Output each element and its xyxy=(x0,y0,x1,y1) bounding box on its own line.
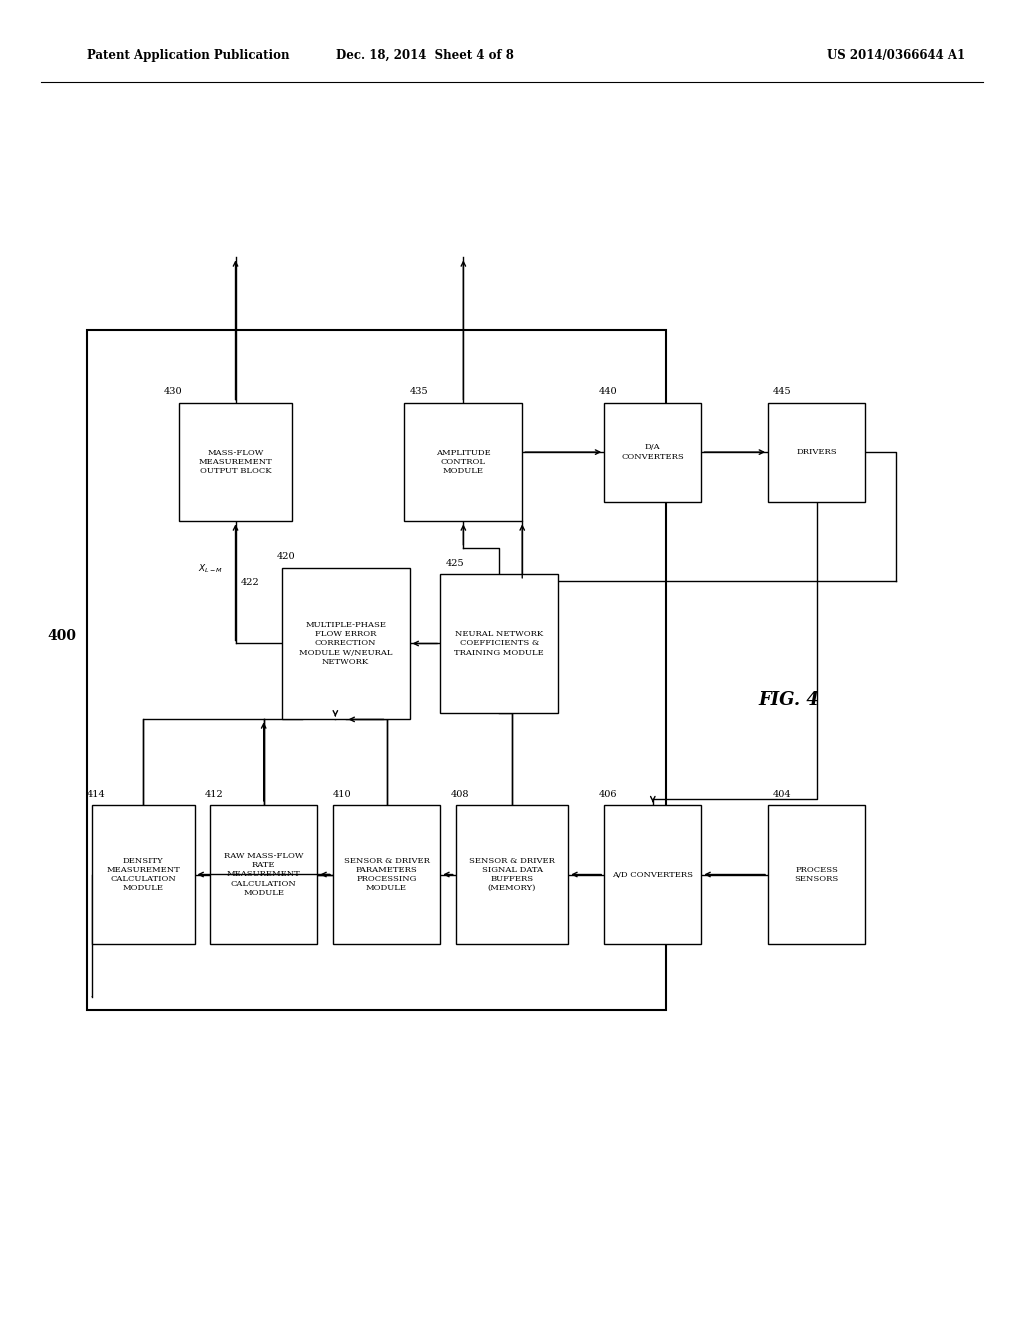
Text: MULTIPLE-PHASE
FLOW ERROR
CORRECTION
MODULE W/NEURAL
NETWORK: MULTIPLE-PHASE FLOW ERROR CORRECTION MOD… xyxy=(299,622,392,665)
Bar xyxy=(768,403,865,502)
Bar xyxy=(92,805,195,944)
Text: $X_{L-M}$: $X_{L-M}$ xyxy=(198,564,223,576)
Bar xyxy=(456,805,568,944)
Bar xyxy=(440,574,558,713)
Bar xyxy=(87,330,666,1010)
Bar xyxy=(404,403,522,521)
Text: DENSITY
MEASUREMENT
CALCULATION
MODULE: DENSITY MEASUREMENT CALCULATION MODULE xyxy=(106,857,180,892)
Bar xyxy=(179,403,292,521)
Text: 445: 445 xyxy=(773,387,792,396)
Bar xyxy=(768,805,865,944)
Text: 400: 400 xyxy=(48,628,77,643)
Text: 408: 408 xyxy=(451,789,469,799)
Text: SENSOR & DRIVER
SIGNAL DATA
BUFFERS
(MEMORY): SENSOR & DRIVER SIGNAL DATA BUFFERS (MEM… xyxy=(469,857,555,892)
Text: MASS-FLOW
MEASUREMENT
OUTPUT BLOCK: MASS-FLOW MEASUREMENT OUTPUT BLOCK xyxy=(199,449,272,475)
Text: 414: 414 xyxy=(87,789,105,799)
Bar xyxy=(604,805,701,944)
Text: 410: 410 xyxy=(333,789,351,799)
Text: 412: 412 xyxy=(205,789,223,799)
Text: D/A
CONVERTERS: D/A CONVERTERS xyxy=(622,444,684,461)
Text: FIG. 4: FIG. 4 xyxy=(758,690,819,709)
Text: 425: 425 xyxy=(445,558,464,568)
Text: 404: 404 xyxy=(773,789,792,799)
Text: DRIVERS: DRIVERS xyxy=(797,447,837,457)
Text: 406: 406 xyxy=(599,789,617,799)
Bar xyxy=(210,805,317,944)
Text: Patent Application Publication: Patent Application Publication xyxy=(87,49,290,62)
Text: AMPLITUDE
CONTROL
MODULE: AMPLITUDE CONTROL MODULE xyxy=(436,449,490,475)
Text: 440: 440 xyxy=(599,387,617,396)
Text: 430: 430 xyxy=(164,387,182,396)
Bar xyxy=(282,568,410,719)
Text: 435: 435 xyxy=(410,387,428,396)
Bar xyxy=(604,403,701,502)
Text: 420: 420 xyxy=(276,552,295,561)
Text: SENSOR & DRIVER
PARAMETERS
PROCESSING
MODULE: SENSOR & DRIVER PARAMETERS PROCESSING MO… xyxy=(344,857,429,892)
Text: PROCESS
SENSORS: PROCESS SENSORS xyxy=(795,866,839,883)
Bar xyxy=(333,805,440,944)
Text: RAW MASS-FLOW
RATE
MEASUREMENT
CALCULATION
MODULE: RAW MASS-FLOW RATE MEASUREMENT CALCULATI… xyxy=(224,853,303,896)
Text: A/D CONVERTERS: A/D CONVERTERS xyxy=(612,870,693,879)
Text: Dec. 18, 2014  Sheet 4 of 8: Dec. 18, 2014 Sheet 4 of 8 xyxy=(336,49,514,62)
Text: 422: 422 xyxy=(241,578,259,587)
Text: NEURAL NETWORK
COEFFICIENTS &
TRAINING MODULE: NEURAL NETWORK COEFFICIENTS & TRAINING M… xyxy=(455,630,544,656)
Text: US 2014/0366644 A1: US 2014/0366644 A1 xyxy=(827,49,965,62)
